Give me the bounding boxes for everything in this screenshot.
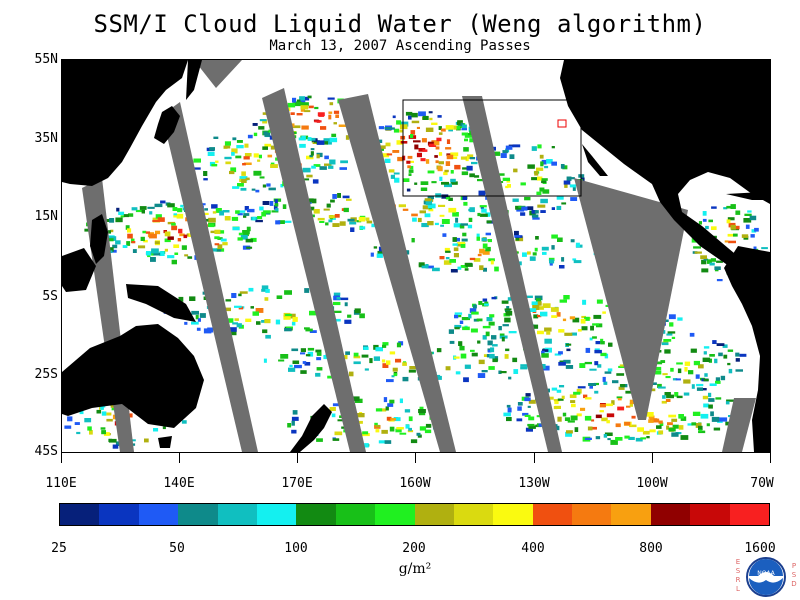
lat-label-15n: 15N	[34, 209, 58, 224]
land-newguinea	[126, 284, 196, 322]
lon-tick	[297, 453, 298, 463]
lat-label-25s: 25S	[34, 367, 58, 382]
land-northamerica	[560, 60, 770, 292]
lon-tick	[179, 453, 180, 463]
colorbar-swatch	[138, 504, 179, 525]
lat-label-35n: 35N	[34, 131, 58, 146]
lon-label-130w: 130W	[518, 476, 550, 491]
orbit-gap	[574, 178, 688, 420]
land-asia	[62, 60, 188, 186]
colorbar-swatch	[414, 504, 454, 525]
colorbar-swatch	[99, 504, 139, 525]
analysis-box	[402, 99, 582, 197]
lon-tick	[770, 453, 771, 463]
orbit-gap	[162, 102, 258, 452]
colorbar-unit: g/m²	[398, 561, 432, 577]
lon-label-170e: 170E	[281, 476, 313, 491]
colorbar-swatch	[611, 504, 651, 525]
orbit-gap	[462, 96, 562, 452]
colorbar-label: 400	[521, 541, 545, 556]
colorbar-swatch	[493, 504, 533, 525]
colorbar-swatch	[335, 504, 376, 525]
land-southamerica	[724, 246, 770, 452]
land-philippines	[90, 214, 108, 264]
colorbar-swatch	[690, 504, 730, 525]
lon-tick	[61, 453, 62, 463]
colorbar-swatch	[572, 504, 612, 525]
colorbar-swatch	[296, 504, 336, 525]
colorbar-label: 25	[51, 541, 67, 556]
land-borneo	[62, 248, 96, 292]
lon-label-100w: 100W	[636, 476, 668, 491]
marker-box	[557, 119, 567, 128]
lon-label-140e: 140E	[163, 476, 195, 491]
map-title: SSM/I Cloud Liquid Water (Weng algorithm…	[93, 10, 707, 38]
orbit-gap	[262, 88, 366, 452]
lon-tick	[652, 453, 653, 463]
lat-label-55n: 55N	[34, 52, 58, 67]
lon-tick	[534, 453, 535, 463]
lat-label-45s: 45S	[34, 444, 58, 459]
lat-label-5s: 5S	[42, 289, 58, 304]
colorbar-swatch	[217, 504, 257, 525]
colorbar-swatch	[178, 504, 218, 525]
lon-label-160w: 160W	[399, 476, 431, 491]
colorbar-swatch	[729, 504, 770, 525]
map-panel	[61, 59, 771, 453]
orbit-gap	[722, 398, 756, 452]
land-newzealand	[290, 404, 332, 452]
colorbar-swatch	[650, 504, 691, 525]
lon-label-110e: 110E	[45, 476, 77, 491]
colorbar-label: 50	[169, 541, 185, 556]
land	[62, 60, 770, 452]
colorbar-swatch	[60, 504, 100, 525]
svg-text:NOAA: NOAA	[757, 570, 775, 577]
land-sakhalin	[186, 60, 202, 100]
colorbar-swatch	[375, 504, 415, 525]
land-tasmania	[158, 436, 172, 448]
colorbar	[59, 503, 770, 526]
orbit-gap	[338, 94, 456, 452]
colorbar-swatch	[256, 504, 297, 525]
noaa-emblem-icon: NOAA	[746, 557, 786, 597]
colorbar-label: 100	[284, 541, 308, 556]
land-japan	[154, 106, 180, 144]
colorbar-label: 1600	[744, 541, 776, 556]
land-australia	[62, 324, 204, 428]
colorbar-label: 800	[639, 541, 663, 556]
colorbar-swatch	[453, 504, 494, 525]
map-subtitle: March 13, 2007 Ascending Passes	[269, 38, 531, 54]
lon-tick	[415, 453, 416, 463]
lon-label-70w: 70W	[750, 476, 774, 491]
colorbar-label: 200	[402, 541, 426, 556]
land-baja	[582, 144, 608, 176]
land-caribbean	[726, 192, 770, 200]
colorbar-swatch	[532, 504, 573, 525]
orbit-gap	[194, 60, 242, 88]
